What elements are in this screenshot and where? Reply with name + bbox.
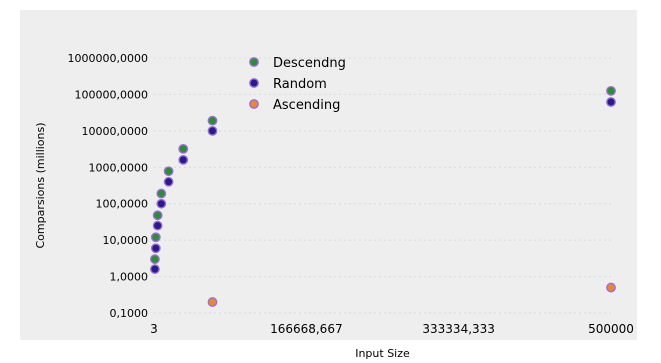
y-tick-label: 1000000,0000 <box>68 52 148 65</box>
y-tick-label: 0,1000 <box>110 307 149 320</box>
gridlines <box>154 57 611 314</box>
data-point <box>152 220 163 231</box>
x-tick-label: 333334,333 <box>422 322 495 336</box>
data-point <box>207 297 218 307</box>
data-point <box>156 198 167 209</box>
y-axis-ticks: 0,1000 1,0000 10,0000 100,0000 1000,0000 1000… <box>68 52 148 320</box>
data-point <box>606 97 616 107</box>
y-tick-label: 100000,0000 <box>75 88 148 101</box>
x-tick-label: 500000 <box>588 322 634 336</box>
data-point <box>207 115 218 126</box>
legend-marker <box>249 78 259 88</box>
x-tick-label: 166668,667 <box>270 322 343 336</box>
x-axis-title: Input Size <box>355 347 410 360</box>
y-tick-label: 10,0000 <box>103 234 149 247</box>
y-tick-label: 1,0000 <box>110 271 149 284</box>
data-points <box>150 85 616 307</box>
data-point <box>178 143 189 154</box>
y-tick-label: 1000,0000 <box>89 161 149 174</box>
data-point <box>150 254 160 265</box>
data-point <box>150 243 161 254</box>
x-axis-ticks: 3 166668,667 333334,333 500000 <box>150 322 634 336</box>
data-point <box>163 166 174 177</box>
legend-label: Ascending <box>273 98 340 113</box>
legend-marker <box>249 57 259 67</box>
data-point <box>163 176 174 187</box>
y-tick-label: 10000,0000 <box>82 125 148 138</box>
data-point <box>150 232 161 243</box>
data-point <box>606 85 616 96</box>
y-axis-title: Comparsions (millions) <box>34 122 47 248</box>
x-tick-label: 3 <box>150 322 158 336</box>
legend-label: Descendng <box>273 56 346 71</box>
data-point <box>606 282 616 293</box>
legend-marker <box>249 99 259 109</box>
data-point <box>207 125 218 136</box>
legend-label: Random <box>273 77 327 92</box>
y-tick-label: 100,0000 <box>96 198 149 211</box>
plot-background <box>20 10 637 340</box>
legend: Descendng Random Ascending <box>249 56 346 113</box>
data-point <box>150 264 160 275</box>
data-point <box>156 188 167 199</box>
data-point <box>178 154 189 165</box>
data-point <box>152 210 163 221</box>
